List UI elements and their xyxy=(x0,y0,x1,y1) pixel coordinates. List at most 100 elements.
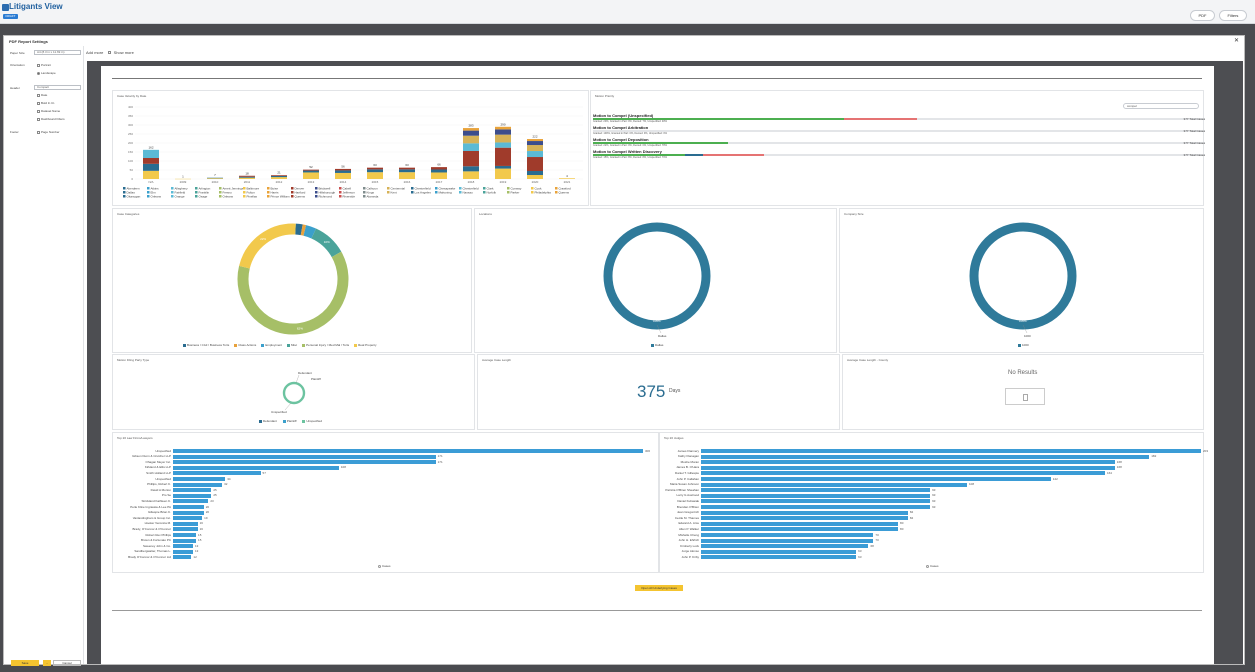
legend-label: Cook xyxy=(535,187,543,191)
y-tick-label: 100 xyxy=(128,159,133,163)
bar xyxy=(173,499,209,504)
legend-swatch xyxy=(387,191,390,194)
legend-label: Riverside xyxy=(343,195,356,199)
header-check-bold[interactable]: Bold In Ct. xyxy=(37,101,55,105)
progress-segment xyxy=(843,118,918,120)
bar-value-label: 171 xyxy=(437,454,443,459)
pdf-preview[interactable]: Case Velocity by Date 0 50 100 150 200 250 300… xyxy=(87,61,1243,664)
check-label: Dataset Name xyxy=(41,109,61,113)
bar-segment xyxy=(271,175,287,176)
bar xyxy=(701,505,931,509)
add-more-link[interactable]: Add more xyxy=(86,50,104,55)
footer-check-page[interactable]: Page Number xyxy=(37,130,60,134)
bar-value-label: 32 xyxy=(224,482,228,487)
close-icon[interactable]: ✕ xyxy=(1233,38,1239,44)
legend-label: Employment xyxy=(265,343,282,347)
bar-segment xyxy=(527,175,543,179)
motion-title: Motion to Compel Arbitration xyxy=(593,125,649,130)
bar-value-label: 1 xyxy=(182,174,184,178)
open-underlying-cases-button[interactable]: Open All Underlying Cases xyxy=(635,585,683,591)
pdf-button[interactable]: PDF xyxy=(1190,10,1215,21)
x-tick-label: 2017 xyxy=(436,180,443,184)
page-title: Litigants View xyxy=(9,2,63,11)
pdf-page: Case Velocity by Date 0 50 100 150 200 250 300… xyxy=(101,66,1214,664)
bar-value-label: 16 xyxy=(199,521,203,526)
motion-priority-row[interactable]: Motion to Compel Written Discovery Grante… xyxy=(593,149,1205,159)
legend-label: Dallas xyxy=(655,343,664,347)
legend-swatch xyxy=(315,191,318,194)
slice-label: 100% xyxy=(653,319,661,323)
motion-priority-row[interactable]: Motion to Compel Arbitration Granted: 100… xyxy=(593,125,1205,135)
filters-button[interactable]: Filters xyxy=(1219,10,1247,21)
header-label: Header xyxy=(10,86,20,90)
legend-swatch xyxy=(287,343,290,347)
progress-segment xyxy=(684,154,704,156)
bar-value-label: 19 xyxy=(204,515,208,520)
bar-value-label: 168 xyxy=(1116,465,1122,470)
bar-segment xyxy=(527,139,543,142)
motion-priority-row[interactable]: Motion to Compel (Unspecified) Granted: 2… xyxy=(593,113,1205,123)
legend-swatch xyxy=(531,187,534,190)
more-button[interactable]: ... xyxy=(43,660,51,666)
legend-label: Hillsborough xyxy=(319,191,336,195)
orientation-landscape[interactable]: Landscape xyxy=(37,71,56,75)
motion-title: Motion to Compel (Unspecified) xyxy=(593,113,654,118)
callout-label: 1000 xyxy=(1024,334,1031,338)
bar-segment xyxy=(335,170,351,173)
save-button[interactable]: Save xyxy=(11,660,39,666)
legend-item: Personal Injury / Med Mal / Torts xyxy=(302,343,349,347)
motion-search-input[interactable]: compel xyxy=(1123,103,1199,109)
bar-category-label: Perle Kline Ingrassia & Lee PA xyxy=(130,504,171,509)
modal-title: PDF Report Settings xyxy=(9,39,48,44)
x-tick-label: 2013 xyxy=(308,180,315,184)
bar-value-label: 80 xyxy=(900,526,904,531)
paper-size-select[interactable]: A4 (8.3 in x 11.69 in) xyxy=(34,50,81,55)
legend-label: Orange xyxy=(175,195,185,199)
bar xyxy=(701,454,1150,459)
panel-title: Motion Filing Party Type xyxy=(117,358,150,362)
header-select[interactable]: Compact xyxy=(34,85,81,90)
bar-value-label: 15 xyxy=(198,538,202,543)
bar xyxy=(701,488,931,493)
header-check-dataset[interactable]: Dataset Name xyxy=(37,109,60,113)
bar-value-label: 63 xyxy=(373,163,377,167)
bar xyxy=(701,533,874,537)
bar-value-label: 108 xyxy=(340,465,346,470)
legend-swatch xyxy=(282,419,286,423)
bar xyxy=(173,544,193,549)
orientation-portrait[interactable]: Portrait xyxy=(37,63,51,67)
legend-label: Cases xyxy=(930,564,939,568)
page-divider xyxy=(112,78,1202,79)
bar-segment xyxy=(239,175,255,177)
bar-category-label: Edward A. Arce xyxy=(678,521,699,526)
bar xyxy=(173,449,643,453)
legend-swatch xyxy=(363,187,366,190)
motion-progress-bar xyxy=(593,154,1205,156)
bar xyxy=(173,465,339,470)
case-velocity-panel: Case Velocity by Date 0 50 100 150 200 250 300… xyxy=(112,90,589,206)
header-check-filters[interactable]: Dashboard Filters xyxy=(37,117,65,121)
legend-label: Clark xyxy=(487,187,495,191)
bar-segment xyxy=(143,163,159,171)
bar-category-label: Patricia O'Brien Sheahan xyxy=(665,487,699,492)
legend-label: Unspecified xyxy=(306,419,323,423)
checkbox-icon[interactable] xyxy=(108,51,112,55)
cancel-button[interactable]: Cancel xyxy=(53,660,81,666)
draft-badge: DRAFT xyxy=(3,14,18,19)
checkbox-icon xyxy=(37,117,40,121)
bar-segment xyxy=(463,135,479,144)
bar xyxy=(173,533,197,537)
legend-label: Aberdeen xyxy=(127,187,140,191)
legend-swatch xyxy=(219,191,222,194)
motion-priority-row[interactable]: Motion to Compel Deposition Granted: 22%,… xyxy=(593,137,1205,147)
bar-category-label: Allen P. Walker xyxy=(678,526,699,531)
header-check-date[interactable]: Date xyxy=(37,93,47,97)
legend-label: Centennial xyxy=(391,187,406,191)
callout-line xyxy=(1022,324,1028,334)
legend-label: Mahoning xyxy=(439,191,453,195)
bar-category-label: David A Morton xyxy=(150,487,171,492)
top-judges-legend: Cases xyxy=(926,564,939,568)
bar-category-label: John P. Kirby xyxy=(681,554,699,559)
bar-category-label: Strickland Kathleen K. xyxy=(141,498,171,503)
bar-segment xyxy=(303,172,319,179)
